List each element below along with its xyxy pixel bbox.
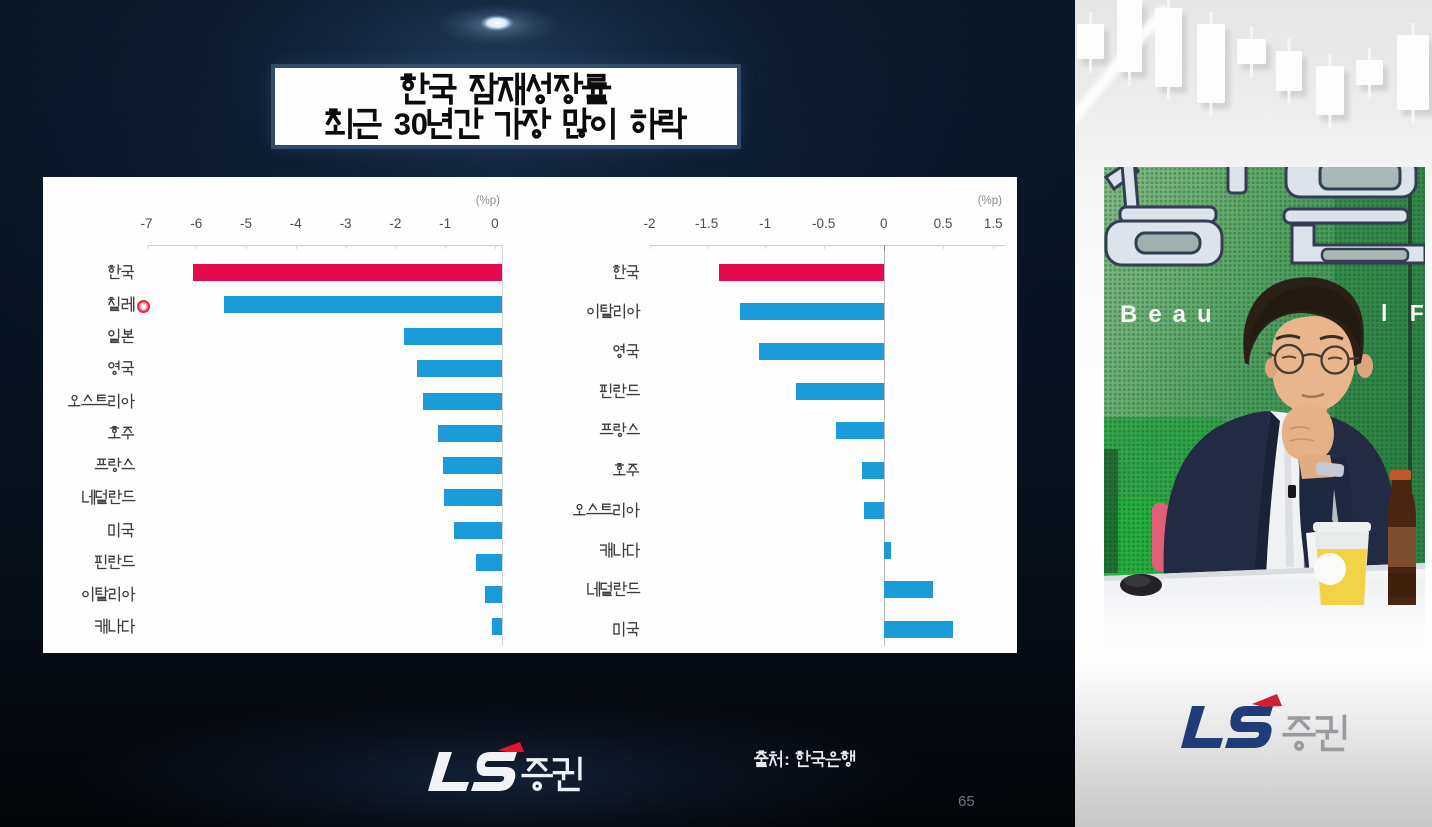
svg-text:l F: l F <box>1381 300 1425 326</box>
svg-text:Beau: Beau <box>1120 301 1223 328</box>
svg-text:3: 3 <box>394 106 411 141</box>
svg-text::: : <box>784 750 790 769</box>
svg-text:0: 0 <box>410 106 427 141</box>
